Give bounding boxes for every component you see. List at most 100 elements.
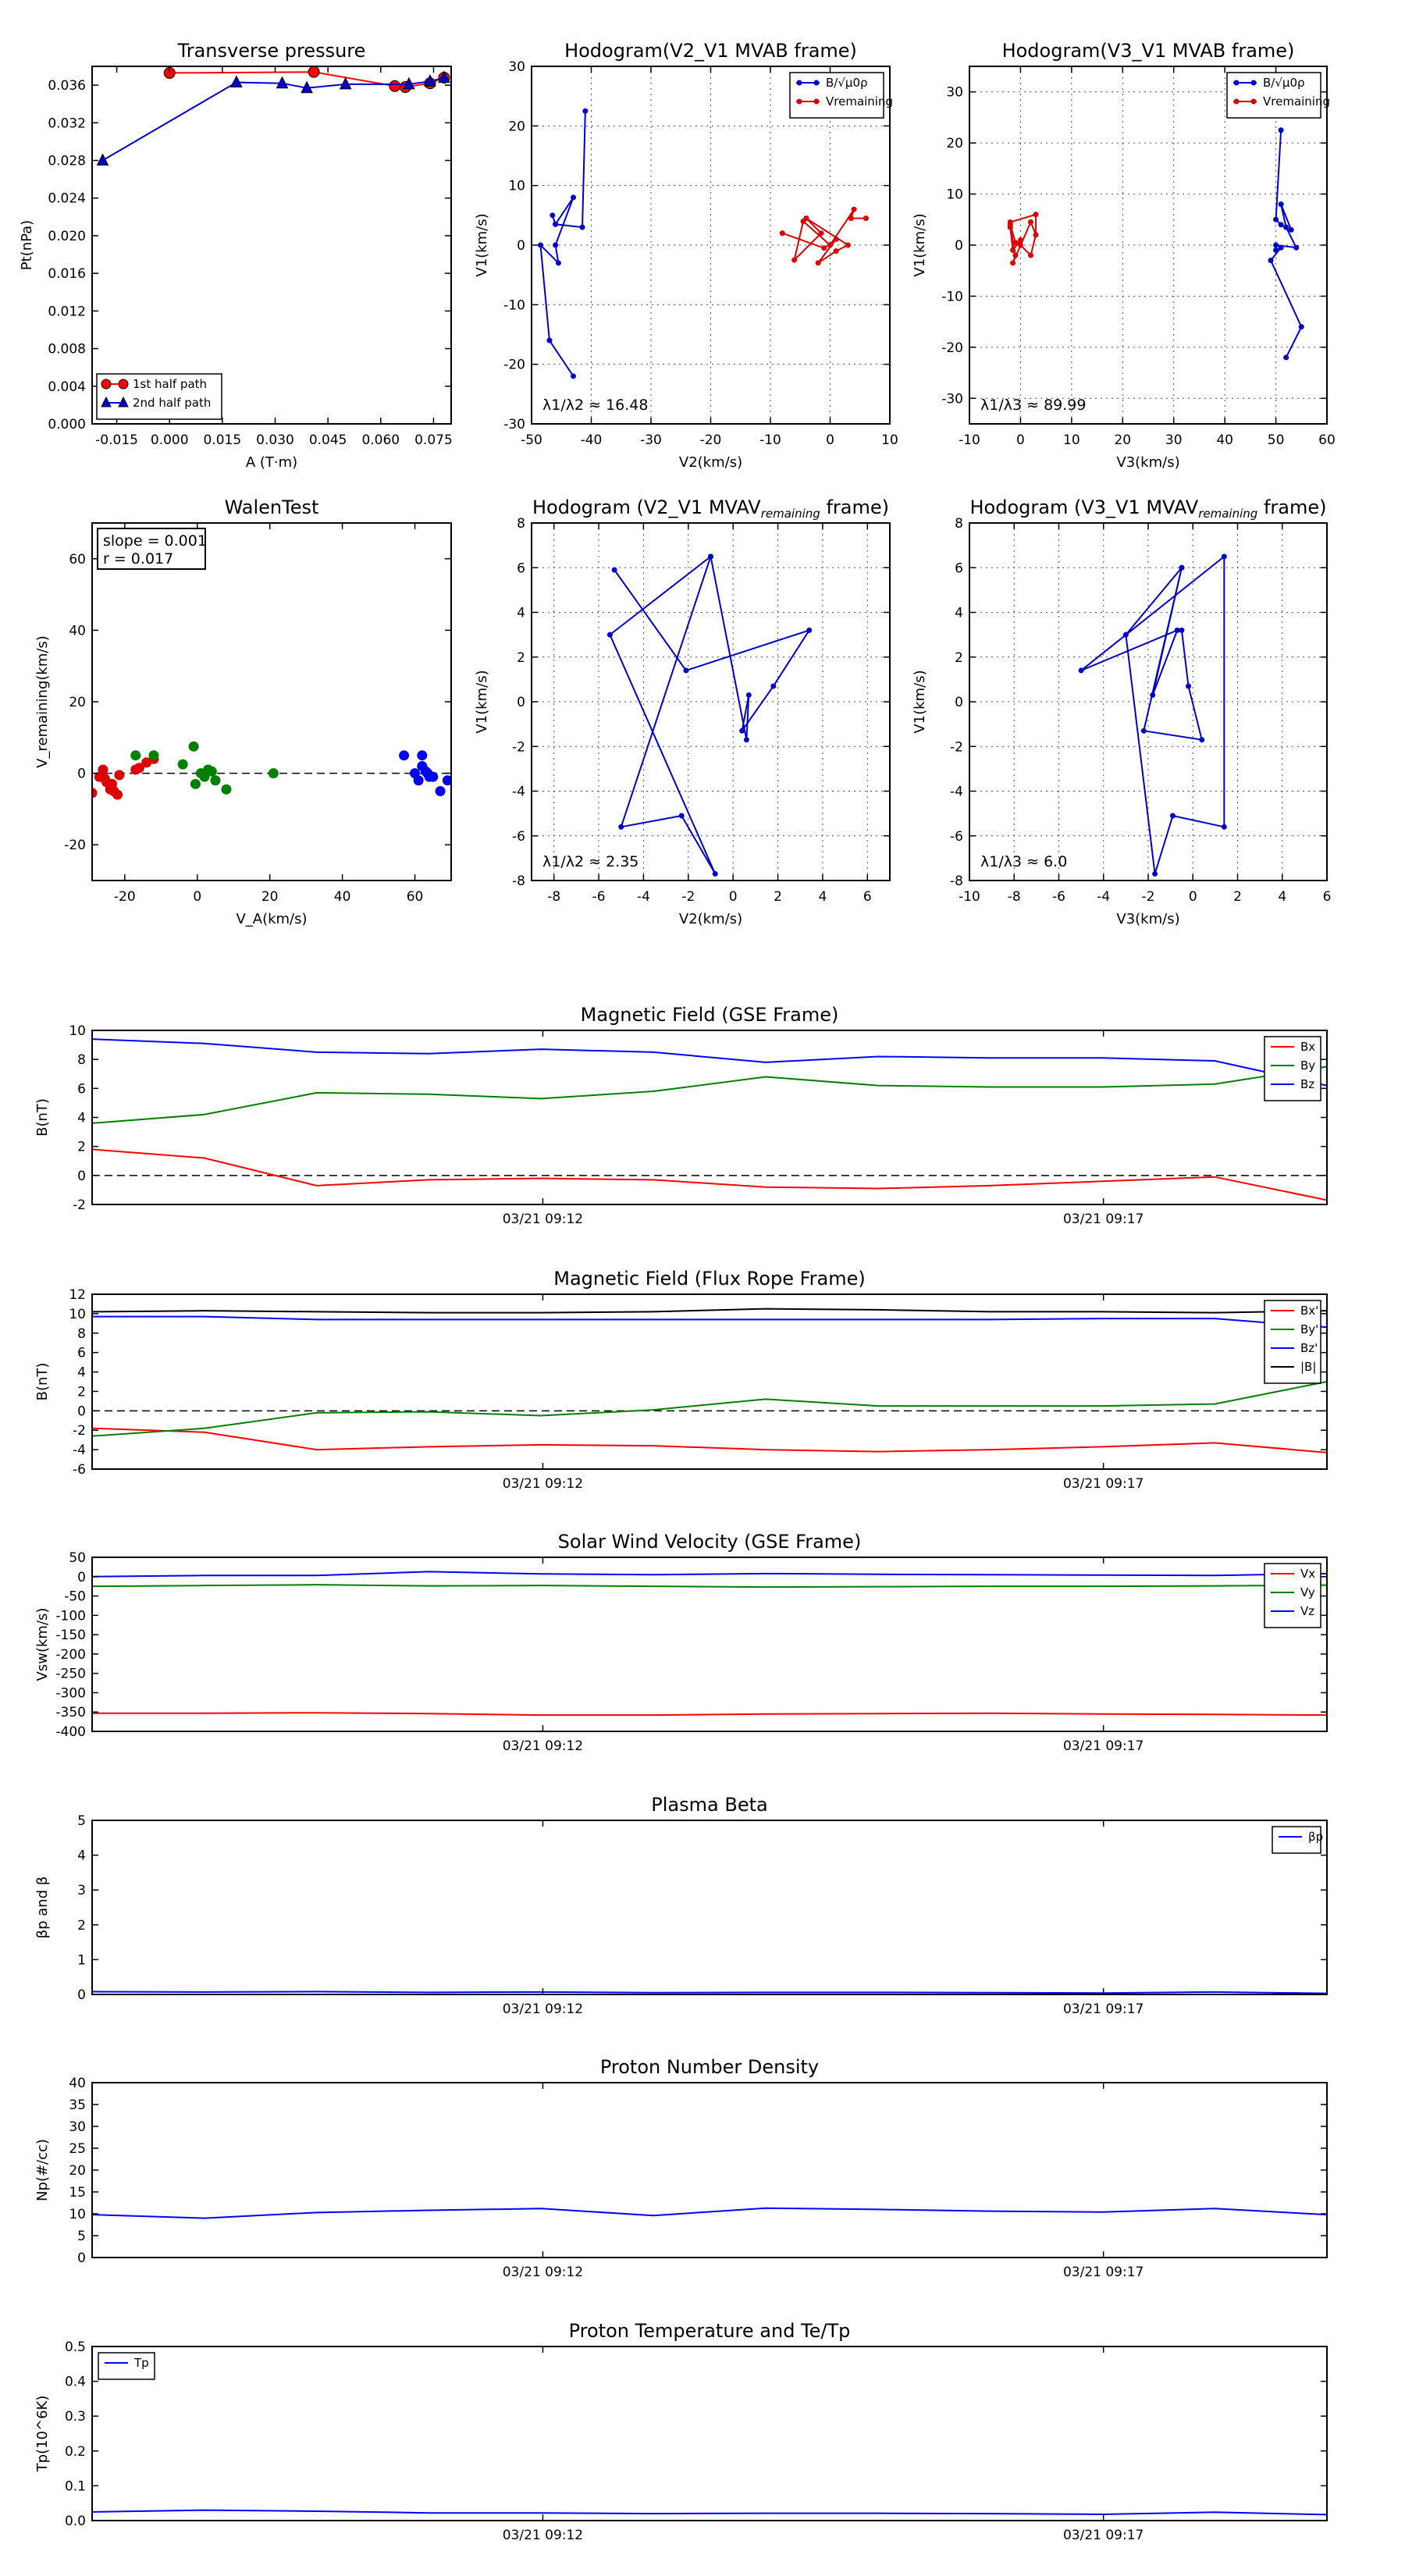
x-tick-label: -2 — [681, 889, 695, 905]
x-tick-label: 40 — [334, 889, 351, 905]
x-tick-label: -10 — [959, 432, 980, 448]
data-point — [230, 75, 243, 87]
data-point — [1150, 692, 1156, 698]
x-tick-label: 03/21 09:17 — [1063, 2528, 1144, 2543]
x-axis-label: V_A(km/s) — [236, 911, 307, 927]
data-point — [1179, 627, 1185, 633]
x-tick-label: -50 — [521, 432, 542, 448]
x-tick-label: 03/21 09:12 — [503, 1738, 583, 1754]
x-tick-label: 0.045 — [309, 432, 347, 448]
legend-marker — [796, 98, 802, 105]
legend-box — [1264, 1300, 1321, 1384]
data-point — [818, 230, 824, 237]
data-point — [1028, 252, 1034, 258]
axes-frame — [91, 66, 452, 425]
data-point — [1278, 222, 1284, 228]
y-tick-label: 2 — [517, 650, 525, 666]
data-point — [188, 741, 199, 752]
data-point — [1199, 737, 1205, 743]
y-tick-label: 0.020 — [48, 229, 86, 244]
x-tick-label: -10 — [959, 889, 980, 905]
data-point — [210, 775, 221, 786]
legend-label: Vremaining — [1263, 94, 1330, 109]
legend: βp — [1272, 1826, 1323, 1854]
data-point — [1017, 242, 1023, 248]
data-point — [417, 750, 428, 761]
legend-label: By — [1300, 1059, 1315, 1073]
x-tick-label: -20 — [114, 889, 136, 905]
x-tick-label: 6 — [1323, 889, 1332, 905]
data-point — [1179, 564, 1185, 571]
chart-h2: -30 -20 -10 0 10 20 30 -10 0 10 20 30 40 50 60 Hodogram… — [912, 40, 1336, 471]
y-axis-label: βp and β — [34, 1877, 51, 1939]
data-point — [206, 766, 217, 777]
legend-label: B/√μ0ρ — [1263, 76, 1305, 90]
legend-label: Bz — [1300, 1077, 1314, 1091]
y-tick-label: 40 — [69, 2076, 86, 2091]
ratio-annotation: λ1/λ3 ≈ 89.99 — [980, 397, 1086, 414]
y-tick-label: -2 — [512, 739, 525, 755]
x-tick-label: 4 — [819, 889, 827, 905]
chart-vel: -400 -350 -300 -250 -200 -150 -100 -50 0 50 03/21 … — [34, 1531, 1328, 1754]
y-tick-label: 5 — [77, 2229, 86, 2244]
data-point — [268, 768, 279, 779]
y-tick-label: 0.0 — [65, 2514, 86, 2529]
plot-area — [606, 553, 813, 877]
data-point — [96, 153, 109, 166]
x-tick-label: 03/21 09:12 — [503, 2265, 583, 2280]
y-tick-label: -4 — [950, 785, 963, 800]
y-tick-label: 8 — [77, 1052, 86, 1068]
series-line-Bx — [92, 1148, 1327, 1201]
x-tick-label: 0.060 — [361, 432, 400, 448]
legend-marker — [813, 98, 820, 105]
y-tick-label: 20 — [69, 695, 86, 710]
data-point — [1174, 627, 1180, 633]
data-point — [1298, 324, 1304, 330]
y-axis-label: V1(km/s) — [474, 670, 490, 733]
data-point — [1273, 216, 1279, 222]
data-point — [618, 824, 624, 830]
x-tick-label: 03/21 09:12 — [503, 2001, 583, 2017]
y-tick-label: -4 — [73, 1443, 86, 1458]
data-point — [1283, 224, 1289, 230]
x-tick-label: 40 — [1216, 432, 1233, 448]
legend-marker — [101, 379, 112, 390]
x-tick-label: -6 — [592, 889, 606, 905]
axes-frame — [91, 1820, 1328, 1995]
y-tick-label: 2 — [955, 650, 963, 666]
y-tick-label: 20 — [69, 2163, 86, 2179]
stats-box — [97, 528, 206, 570]
legend-label: Vremaining — [826, 94, 893, 109]
x-tick-label: -40 — [581, 432, 603, 448]
data-point — [833, 248, 839, 254]
plot-area — [92, 2207, 1327, 2219]
y-tick-label: -100 — [55, 1608, 86, 1624]
y-tick-label: 0.028 — [48, 154, 86, 169]
x-tick-label: 0 — [729, 889, 738, 905]
legend: B/√μ0ρ Vremaining — [789, 72, 893, 119]
y-tick-label: 10 — [69, 1023, 86, 1039]
legend: B/√μ0ρ Vremaining — [1226, 72, 1330, 119]
x-axis-label: A (T·m) — [246, 454, 297, 471]
y-tick-label: 60 — [69, 552, 86, 568]
data-point — [1283, 354, 1289, 361]
y-tick-label: 0.004 — [48, 379, 86, 395]
y-tick-label: 0.008 — [48, 342, 86, 358]
y-tick-label: 0.036 — [48, 78, 86, 94]
plot-area — [537, 108, 869, 379]
y-tick-label: -30 — [503, 417, 525, 432]
legend-box — [789, 72, 884, 119]
data-point — [851, 206, 857, 212]
y-tick-label: 8 — [77, 1326, 86, 1342]
data-point — [1078, 667, 1084, 674]
x-tick-label: -4 — [637, 889, 650, 905]
x-tick-label: 0 — [1189, 889, 1197, 905]
legend-label: 1st half path — [133, 377, 207, 391]
data-point — [399, 750, 410, 761]
data-point — [190, 778, 201, 789]
data-point — [683, 667, 689, 674]
chart-h1: -30 -20 -10 0 10 20 30 -50 -40 -30 -20 -10 0 10 Hodogr… — [474, 40, 898, 471]
chart-title: WalenTest — [225, 496, 319, 518]
y-tick-label: 12 — [69, 1287, 86, 1303]
